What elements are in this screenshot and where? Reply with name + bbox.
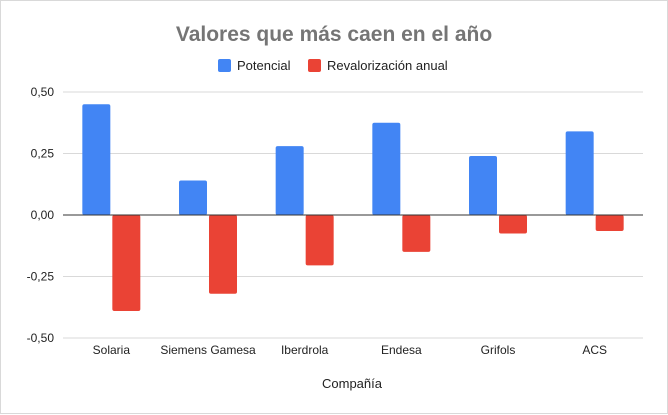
chart-title: Valores que más caen en el año xyxy=(176,23,492,46)
y-tick-label: -0,50 xyxy=(27,331,55,345)
legend-swatch-revalorizacion xyxy=(308,59,321,72)
bar-revalorizacion-iberdrola xyxy=(305,215,334,266)
bar-potencial-endesa xyxy=(372,122,401,215)
y-tick-label: -0,25 xyxy=(27,270,55,284)
x-tick-label: Grifols xyxy=(481,343,516,357)
x-tick-label: Endesa xyxy=(381,343,422,357)
y-tick-label: 0,00 xyxy=(31,208,55,222)
y-axis-ticks: 0,50 0,25 0,00 -0,25 -0,50 xyxy=(27,85,55,345)
bar-potencial-grifols xyxy=(469,155,497,215)
bar-revalorizacion-solaria xyxy=(112,215,141,311)
x-tick-label: ACS xyxy=(582,343,607,357)
bar-revalorizacion-acs xyxy=(595,215,624,231)
bar-potencial-acs xyxy=(565,131,594,215)
legend-swatch-potencial xyxy=(218,59,231,72)
y-tick-label: 0,50 xyxy=(31,85,55,99)
y-tick-label: 0,25 xyxy=(31,147,55,161)
x-tick-label: Iberdrola xyxy=(281,343,329,357)
x-axis-ticks: Solaria Siemens Gamesa Iberdrola Endesa Grif… xyxy=(93,343,607,357)
x-tick-label: Siemens Gamesa xyxy=(160,343,256,357)
bar-revalorizacion-siemens-gamesa xyxy=(209,215,237,294)
bar-potencial-solaria xyxy=(82,104,111,215)
bar-revalorizacion-grifols xyxy=(499,215,527,234)
y-gridlines xyxy=(63,91,643,339)
bar-revalorizacion-endesa xyxy=(402,215,431,252)
bar-potencial-iberdrola xyxy=(275,146,304,215)
x-tick-label: Solaria xyxy=(93,343,131,357)
legend: Potencial Revalorización anual xyxy=(218,58,448,73)
legend-label-potencial: Potencial xyxy=(237,58,291,73)
legend-label-revalorizacion: Revalorización anual xyxy=(327,58,448,73)
bar-potencial-siemens-gamesa xyxy=(179,180,207,215)
bars xyxy=(82,104,624,311)
x-axis-title: Compañía xyxy=(322,376,383,391)
